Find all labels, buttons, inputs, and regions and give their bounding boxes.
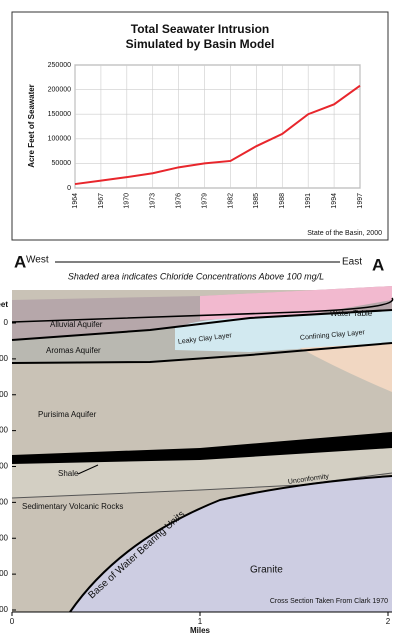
granite-layer: [70, 476, 392, 612]
x-tick-label: 1994: [331, 193, 338, 209]
layer-label: Water Table: [330, 309, 373, 318]
y-tick-label: 150000: [48, 111, 71, 118]
confining-clay-line: [11, 342, 393, 364]
chart-note: State of the Basin, 2000: [307, 230, 382, 237]
base-line: [69, 475, 393, 613]
layer-label: Granite: [250, 565, 283, 576]
leaky-clay-line: [11, 309, 393, 341]
section-marker: A: [372, 255, 384, 274]
depth-tick-label: 600: [0, 533, 9, 542]
section-marker: A: [14, 252, 26, 271]
y-axis-label: Acre Feet of Seawater: [27, 84, 36, 168]
x-tick-label: 1985: [253, 193, 260, 209]
source-note: Cross Section Taken From Clark 1970: [270, 598, 388, 605]
east-label: East: [342, 257, 362, 268]
layer-label: Shale: [58, 469, 79, 478]
depth-tick-label: 400: [0, 462, 9, 471]
y-tick-label: 50000: [52, 160, 72, 167]
layer-label: Alluvial Aquifer: [50, 320, 103, 329]
depth-tick-label: 500: [0, 497, 9, 506]
peach-zone: [300, 343, 392, 392]
cross-section: [11, 261, 394, 613]
x-tick-label: 1979: [201, 193, 208, 209]
depth-tick-label: 700: [0, 569, 9, 578]
x-tick-label: 1988: [279, 193, 286, 209]
plot-area: [74, 64, 361, 189]
x-tick-label: 1997: [357, 193, 364, 209]
x-tick-label: 1967: [98, 193, 105, 209]
caption: Shaded area indicates Chloride Concentra…: [68, 271, 324, 281]
distance-label: Miles: [190, 626, 211, 635]
x-tick-label: 1982: [227, 193, 234, 209]
depth-tick-label: 0: [4, 318, 9, 327]
depth-tick-label: 300: [0, 426, 9, 435]
y-tick-label: 250000: [48, 62, 71, 69]
volcanic-layer: [12, 440, 392, 498]
distance-tick-label: 2: [386, 617, 391, 626]
water-table-line: [11, 297, 394, 323]
leader-line: [77, 464, 99, 475]
layer-label: Sedimentary Volcanic Rocks: [22, 502, 123, 511]
chart-subtitle: Simulated by Basin Model: [126, 37, 275, 51]
layer-label: Aromas Aquifer: [46, 346, 101, 355]
x-tick-label: 1973: [150, 193, 157, 209]
shale-band: [12, 432, 392, 464]
depth-label: Feet: [0, 300, 8, 309]
chart-title: Total Seawater Intrusion: [131, 22, 269, 36]
depth-tick-label: 100: [0, 354, 9, 363]
pink-zone: [200, 286, 392, 320]
y-tick-label: 0: [67, 185, 71, 192]
depth-tick-label: 800: [0, 605, 9, 614]
distance-tick-label: 1: [198, 617, 203, 626]
x-tick-label: 1976: [175, 193, 182, 209]
y-tick-label: 100000: [48, 136, 71, 143]
x-tick-label: 1991: [305, 193, 312, 209]
west-label: West: [26, 255, 49, 266]
layer-label: Purisima Aquifer: [38, 410, 97, 419]
x-tick-label: 1964: [72, 193, 79, 209]
depth-tick-label: 200: [0, 390, 9, 399]
distance-tick-label: 0: [10, 617, 15, 626]
data-line: [74, 84, 361, 186]
x-tick-label: 1970: [124, 193, 131, 209]
y-tick-label: 200000: [48, 86, 71, 93]
